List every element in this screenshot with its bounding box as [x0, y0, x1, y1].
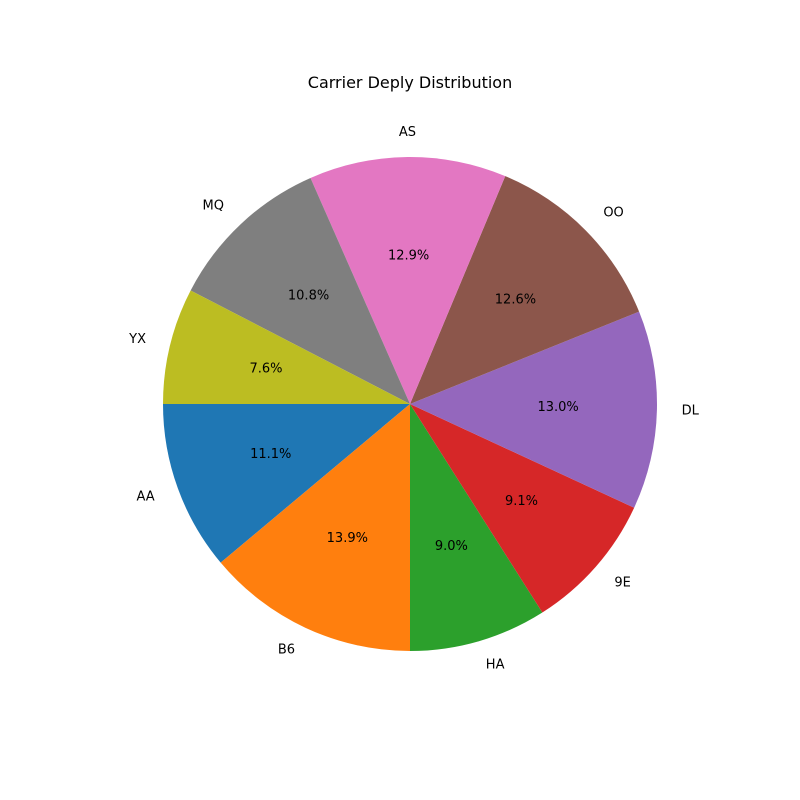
pie-slice-ha [410, 404, 543, 651]
pie-slice-yx [163, 290, 410, 404]
slice-label-as: AS [399, 125, 416, 140]
slice-label-oo: OO [603, 206, 623, 221]
slice-label-9e: 9E [614, 576, 631, 591]
pie-slice-as [310, 157, 506, 404]
pie-slice-oo [410, 176, 640, 404]
percent-label-dl: 13.0% [537, 400, 578, 415]
percent-label-9e: 9.1% [505, 494, 538, 509]
slice-label-yx: YX [128, 332, 146, 347]
percent-label-aa: 11.1% [250, 447, 291, 462]
percent-label-b6: 13.9% [327, 531, 368, 546]
pie-labels: AA B6 HA 9E DL OO AS MQ YX [128, 125, 699, 673]
percent-label-ha: 9.0% [435, 539, 468, 554]
percent-label-oo: 12.6% [495, 292, 536, 307]
pie-slice-dl [410, 311, 658, 508]
slice-label-aa: AA [136, 489, 154, 504]
slice-label-dl: DL [682, 403, 700, 418]
pie-slice-mq [190, 177, 410, 404]
chart-title: Carrier Deply Distribution [308, 73, 512, 92]
percent-label-mq: 10.8% [288, 288, 329, 303]
pie-percent-labels: 11.1% 13.9% 9.0% 9.1% 13.0% 12.6% 12.9% 10.8% 7.… [249, 248, 578, 554]
pie-slice-b6 [220, 404, 410, 651]
percent-label-yx: 7.6% [249, 361, 282, 376]
pie-slices [163, 157, 658, 651]
percent-label-as: 12.9% [388, 248, 429, 263]
pie-slice-aa [163, 404, 410, 563]
slice-label-mq: MQ [203, 198, 224, 213]
slice-label-b6: B6 [278, 643, 295, 658]
pie-slice-9e [410, 404, 635, 613]
slice-label-ha: HA [486, 657, 505, 672]
